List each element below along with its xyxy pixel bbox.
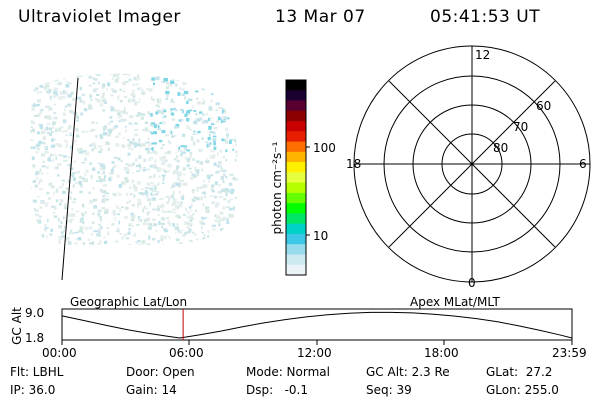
colorbar-segment (286, 223, 306, 235)
colorbar-segment (286, 80, 306, 91)
colorbar-segment (286, 254, 306, 266)
colorbar-segment (286, 213, 306, 225)
colorbar-segment (286, 264, 306, 276)
colorbar-segment (286, 121, 306, 132)
x-tick-1200: 12:00 (297, 346, 332, 360)
x-tick-2359: 23:59 (552, 346, 587, 360)
geographic-label: Geographic Lat/Lon (70, 295, 188, 309)
colorbar-segment (286, 162, 306, 173)
colorbar-segment (286, 182, 306, 194)
polar-plot (353, 45, 591, 283)
colorbar-segment (286, 100, 306, 112)
colorbar-segment (286, 233, 306, 245)
mlt-label-6: 6 (579, 157, 587, 171)
mlt-label-12: 12 (475, 48, 491, 62)
colorbar-tick-100: 100 (313, 141, 336, 155)
x-tick-1800: 18:00 (424, 346, 459, 360)
time-label: 05:41:53 UT (430, 7, 541, 27)
colorbar-segment (286, 141, 306, 153)
lat-label-80: 80 (493, 141, 509, 155)
door-info: Door: Open (126, 365, 195, 379)
colorbar-segment (286, 131, 306, 143)
ip-info: IP: 36.0 (10, 383, 56, 397)
lat-label-70: 70 (513, 120, 529, 134)
colorbar-segment (286, 90, 306, 102)
x-tick-0600: 06:00 (169, 346, 204, 360)
colorbar-segment (286, 172, 306, 184)
colorbar (285, 79, 310, 276)
seq-info: Seq: 39 (366, 383, 412, 397)
x-tick-0000: 00:00 (42, 346, 77, 360)
title: Ultraviolet Imager (18, 7, 181, 27)
mlt-label-0: 0 (468, 276, 476, 290)
colorbar-segment (286, 192, 306, 204)
filter-info: Flt: LBHL (10, 365, 64, 379)
mode-info: Mode: Normal (246, 365, 330, 379)
gc-alt-axis-label: GC Alt (10, 307, 24, 345)
colorbar-segment (286, 110, 306, 122)
lat-label-60: 60 (536, 99, 552, 113)
dsp-info: Dsp: -0.1 (246, 383, 309, 397)
uv-earth-image (30, 73, 239, 245)
date-label: 13 Mar 07 (275, 7, 366, 27)
colorbar-segment (286, 151, 306, 163)
terminator-line (61, 77, 79, 281)
colorbar-segment (286, 244, 306, 256)
y-tick-1-8: 1.8 (25, 331, 45, 345)
y-tick-9: 9.0 (25, 306, 45, 320)
apex-label: Apex MLat/MLT (410, 295, 500, 309)
glat-info: GLat: 27.2 (486, 365, 553, 379)
timeline-plot (61, 308, 573, 345)
colorbar-unit-label: photon cm⁻²s⁻¹ (270, 141, 284, 235)
gain-info: Gain: 14 (126, 383, 177, 397)
gc-alt-info: GC Alt: 2.3 Re (366, 365, 450, 379)
colorbar-tick-10: 10 (313, 229, 329, 243)
mlt-label-18: 18 (346, 157, 362, 171)
colorbar-segment (286, 203, 306, 215)
glon-info: GLon: 255.0 (486, 383, 559, 397)
